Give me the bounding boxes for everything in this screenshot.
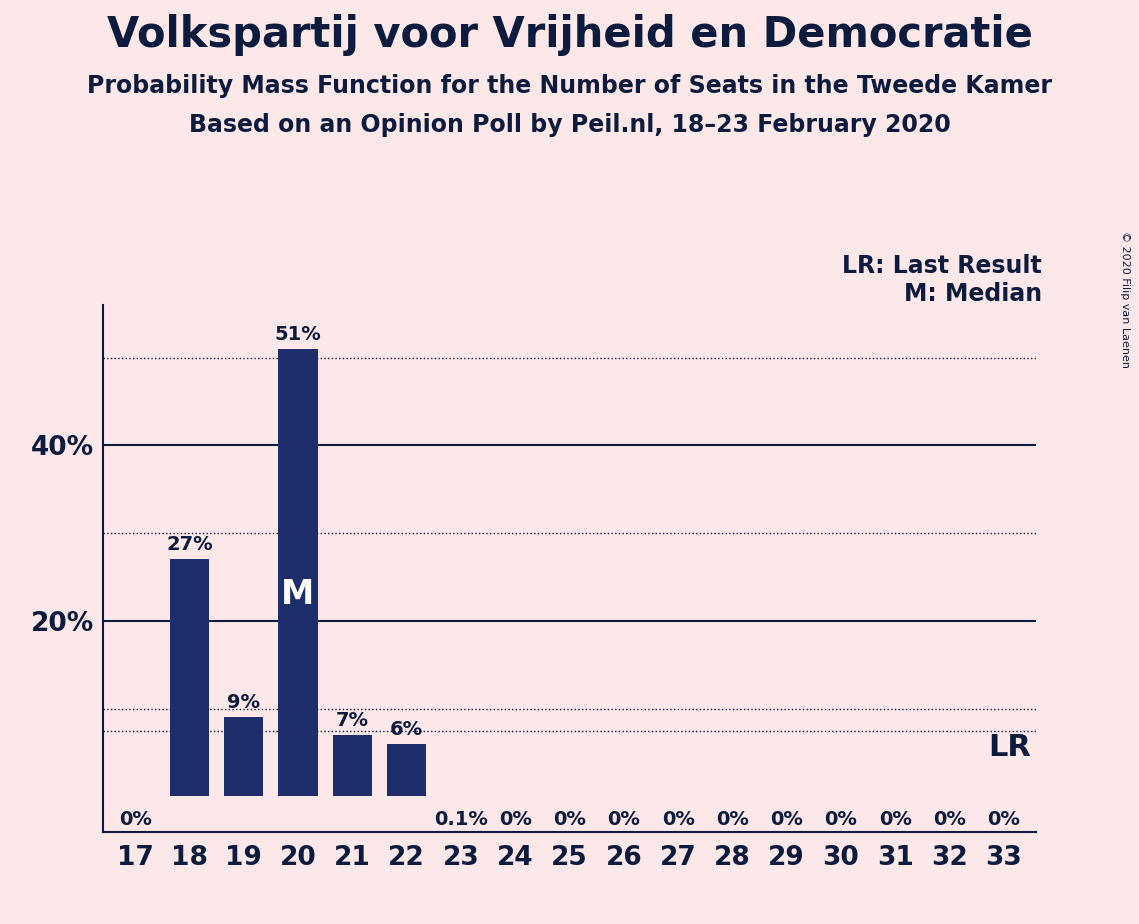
Bar [224, 717, 263, 796]
Text: Based on an Opinion Poll by Peil.nl, 18–23 February 2020: Based on an Opinion Poll by Peil.nl, 18–… [189, 113, 950, 137]
Text: 51%: 51% [274, 324, 321, 344]
Bar [387, 744, 426, 796]
Text: 0%: 0% [770, 809, 803, 829]
Text: LR: LR [989, 734, 1031, 762]
Text: 7%: 7% [336, 711, 369, 730]
Text: 0%: 0% [118, 809, 151, 829]
Text: 0%: 0% [879, 809, 911, 829]
Bar [333, 736, 371, 796]
Text: M: Median: M: Median [904, 282, 1042, 306]
Text: Probability Mass Function for the Number of Seats in the Tweede Kamer: Probability Mass Function for the Number… [87, 74, 1052, 98]
Text: Volkspartij voor Vrijheid en Democratie: Volkspartij voor Vrijheid en Democratie [107, 14, 1032, 55]
Text: 0%: 0% [933, 809, 966, 829]
Text: M: M [281, 578, 314, 611]
Text: 9%: 9% [227, 693, 260, 712]
Text: 0%: 0% [607, 809, 640, 829]
Text: 0%: 0% [499, 809, 532, 829]
Text: © 2020 Filip van Laenen: © 2020 Filip van Laenen [1120, 231, 1130, 368]
Text: 0%: 0% [554, 809, 585, 829]
Text: 0%: 0% [716, 809, 748, 829]
Bar [278, 349, 318, 796]
Text: 0.1%: 0.1% [434, 809, 487, 829]
Text: 0%: 0% [988, 809, 1021, 829]
Text: LR: Last Result: LR: Last Result [843, 254, 1042, 278]
Bar [170, 560, 208, 796]
Text: 0%: 0% [662, 809, 695, 829]
Text: 0%: 0% [825, 809, 858, 829]
Text: 27%: 27% [166, 535, 213, 554]
Text: 6%: 6% [390, 720, 424, 738]
